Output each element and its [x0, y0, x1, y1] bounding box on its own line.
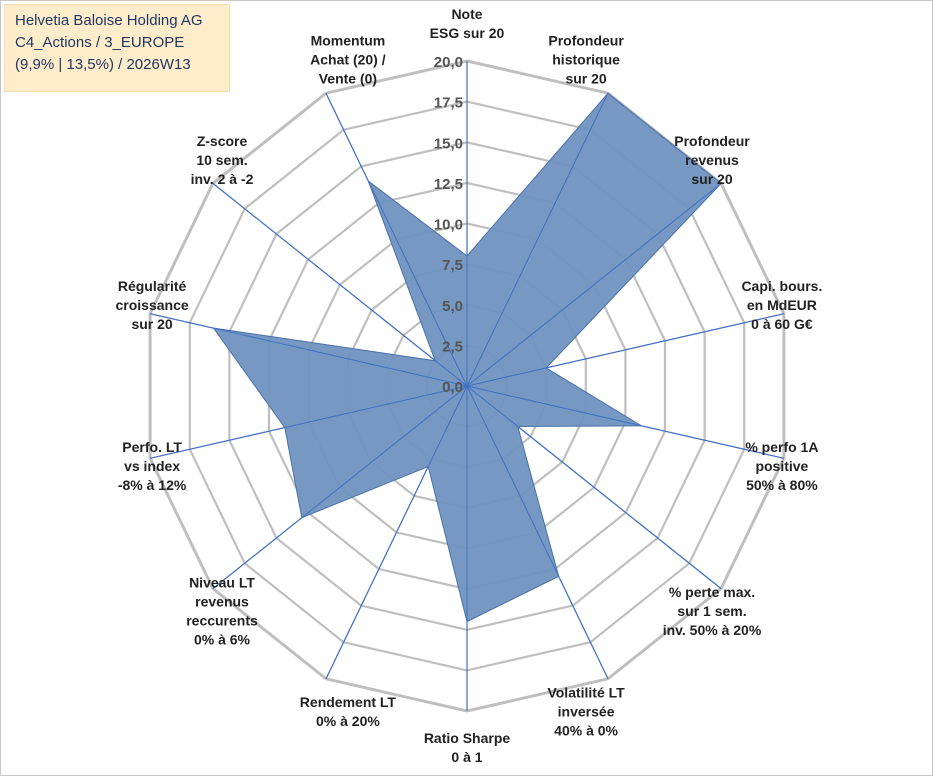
axis-label-line: 50% à 80%	[746, 477, 818, 493]
axis-label-line: Ratio Sharpe	[424, 730, 511, 746]
axis-label-line: 0 à 60 G€	[751, 316, 813, 332]
tick-label: 12,5	[434, 176, 463, 193]
axis-label-line: sur 20	[565, 70, 606, 86]
axis-label-line: Perfo. LT	[122, 439, 182, 455]
tick-label: 2,5	[442, 338, 463, 355]
axis-label-line: sur 20	[131, 316, 172, 332]
axis-label: Capi. bours. en MdEUR 0 à 60 G€	[741, 278, 822, 332]
axis-label-line: Z-score	[197, 133, 248, 149]
axis-spoke-overlay	[212, 385, 468, 589]
axis-label-line: % perte max.	[669, 584, 755, 600]
axis-spoke-overlay	[149, 313, 468, 387]
axis-label-line: ESG sur 20	[430, 25, 505, 41]
axis-spoke-overlay	[466, 92, 609, 387]
axis-label: % perfo 1A positive 50% à 80%	[745, 439, 818, 493]
axis-label-line: Capi. bours.	[741, 278, 822, 294]
tick-label: 0,0	[442, 379, 463, 396]
axis-label: % perte max. sur 1 sem. inv. 50% à 20%	[663, 584, 762, 638]
axis-spoke-overlay	[466, 385, 722, 589]
axis-label: Z-score 10 sem. inv. 2 à -2	[191, 133, 254, 187]
axis-label-line: Achat (20) /	[310, 51, 386, 67]
axis-label: Ratio Sharpe 0 à 1	[424, 730, 511, 765]
axis-spoke-overlay	[325, 385, 468, 680]
tick-label: 5,0	[442, 298, 463, 315]
axis-label-line: 10 sem.	[196, 152, 247, 168]
axis-label: Note ESG sur 20	[430, 6, 505, 41]
axis-label-line: Volatilité LT	[547, 685, 625, 701]
axis-spoke-overlay	[325, 92, 468, 387]
axis-spoke-overlay	[466, 385, 609, 680]
axis-label: Rendement LT 0% à 20%	[300, 694, 397, 729]
axis-label-line: 0 à 1	[451, 749, 482, 765]
axis-label-line: en MdEUR	[747, 297, 817, 313]
tick-label: 17,5	[434, 95, 463, 112]
title-line-company: Helvetia Baloise Holding AG	[15, 12, 203, 29]
radar-series	[149, 61, 785, 711]
axis-label-line: reccurents	[186, 613, 258, 629]
axis-label-line: Régularité	[118, 278, 187, 294]
axis-label-line: positive	[755, 458, 808, 474]
radar-axis-labels: Note ESG sur 20 Profondeur historique sur 20…	[116, 6, 823, 765]
axis-label-line: revenus	[685, 152, 739, 168]
axis-label-line: inv. 2 à -2	[191, 171, 254, 187]
axis-label-line: 0% à 20%	[316, 713, 380, 729]
title-line-period: (9,9% | 13,5%) / 2026W13	[15, 56, 191, 73]
axis-spoke-overlay	[466, 385, 785, 459]
axis-label-line: revenus	[195, 594, 249, 610]
axis-label-line: % perfo 1A	[745, 439, 818, 455]
axis-spoke-overlay	[212, 183, 468, 387]
tick-label: 20,0	[434, 54, 463, 71]
axis-label-line: Note	[451, 6, 482, 22]
axis-label-line: 40% à 0%	[554, 723, 618, 739]
tick-label: 7,5	[442, 257, 463, 274]
axis-label-line: inversée	[558, 704, 615, 720]
axis-label: Profondeur revenus sur 20	[674, 133, 750, 187]
axis-label: Perfo. LT vs index -8% à 12%	[118, 439, 187, 493]
axis-label-line: Rendement LT	[300, 694, 397, 710]
chart-title-box: Helvetia Baloise Holding AG C4_Actions /…	[4, 4, 230, 92]
axis-label: Régularité croissance sur 20	[116, 278, 189, 332]
axis-label-line: Niveau LT	[189, 575, 255, 591]
radar-tick-labels: 0,0 2,5 5,0 7,5 10,0 12,5 15,0 17,5 20,0	[434, 54, 463, 396]
axis-label: Niveau LT revenus reccurents 0% à 6%	[186, 575, 258, 648]
axis-label: Profondeur historique sur 20	[548, 32, 624, 86]
axis-label-line: croissance	[116, 297, 189, 313]
axis-label-line: sur 1 sem.	[677, 603, 746, 619]
axis-label: Volatilité LT inversée 40% à 0%	[547, 685, 625, 739]
axis-label: Momentum Achat (20) / Vente (0)	[310, 32, 386, 86]
axis-label-line: inv. 50% à 20%	[663, 622, 762, 638]
axis-spoke-overlay	[149, 385, 468, 459]
title-line-category: C4_Actions / 3_EUROPE	[15, 34, 185, 51]
axis-label-line: Profondeur	[674, 133, 750, 149]
axis-label-line: Momentum	[311, 32, 386, 48]
axis-label-line: historique	[552, 51, 620, 67]
axis-spoke-overlay	[466, 183, 722, 387]
tick-label: 15,0	[434, 135, 463, 152]
axis-label-line: -8% à 12%	[118, 477, 187, 493]
axis-label-line: Vente (0)	[319, 70, 377, 86]
axis-label-line: vs index	[124, 458, 180, 474]
axis-label-line: Profondeur	[548, 32, 624, 48]
axis-spoke-overlay	[466, 313, 785, 387]
axis-label-line: 0% à 6%	[194, 632, 251, 648]
axis-label-line: sur 20	[691, 171, 732, 187]
tick-label: 10,0	[434, 217, 463, 234]
